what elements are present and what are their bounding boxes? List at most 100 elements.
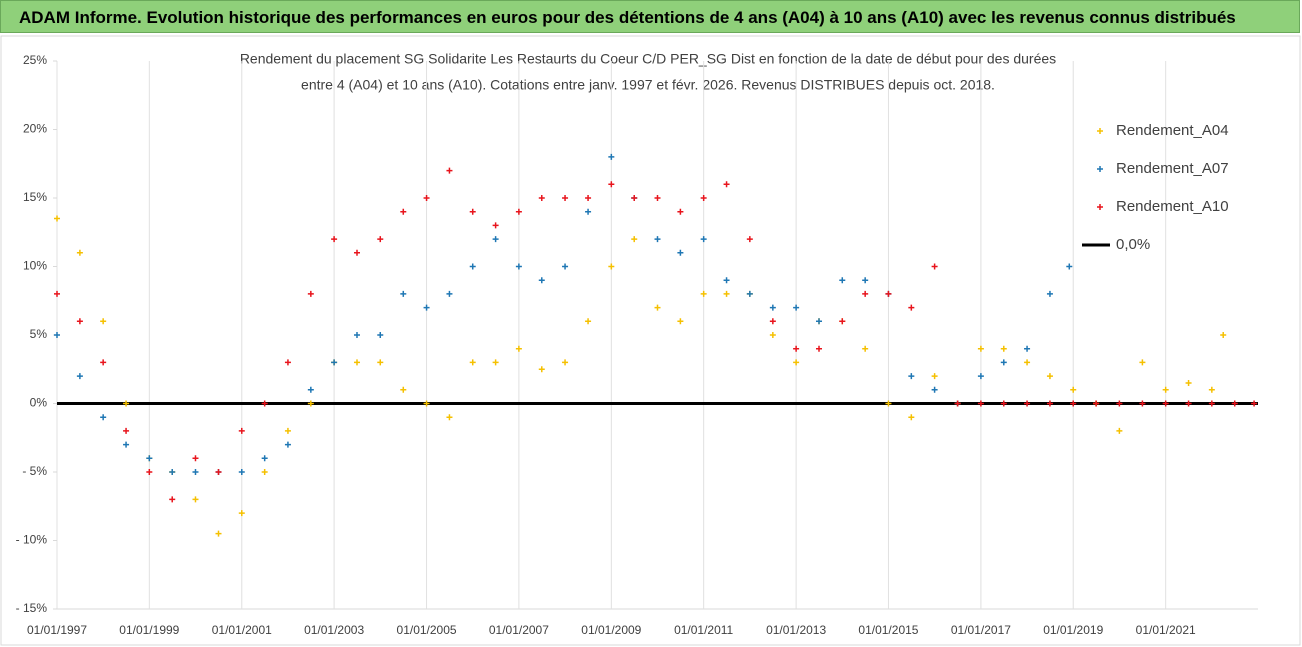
point (538, 195, 545, 201)
point (1093, 400, 1100, 407)
point (54, 290, 60, 297)
y-tick-label: - 5% (22, 464, 47, 478)
point (261, 455, 268, 462)
point (169, 469, 176, 475)
point (307, 290, 314, 297)
x-tick-label: 01/01/2003 (304, 623, 364, 637)
point (469, 208, 476, 215)
point (700, 290, 707, 297)
point (1251, 400, 1258, 407)
legend-label: Rendement_A04 (1116, 122, 1229, 139)
y-tick-label: - 15% (16, 601, 48, 615)
y-tick-label: 25% (23, 53, 47, 67)
y-tick-label: 15% (23, 190, 47, 204)
point (492, 359, 499, 366)
point (862, 277, 869, 284)
point (1070, 386, 1077, 393)
point (215, 469, 222, 475)
point (816, 345, 823, 352)
point (654, 236, 661, 243)
point (977, 345, 984, 352)
x-tick-label: 01/01/2015 (858, 623, 918, 637)
point (123, 441, 130, 448)
point (585, 195, 592, 201)
point (446, 414, 453, 421)
point (538, 277, 545, 284)
point (353, 249, 360, 256)
legend-label: Rendement_A10 (1116, 198, 1229, 215)
y-tick-label: 5% (30, 327, 48, 341)
point (1000, 359, 1007, 366)
point (769, 332, 776, 338)
legend-label: Rendement_A07 (1116, 160, 1229, 177)
point (1185, 379, 1192, 386)
point (839, 277, 846, 284)
point (931, 263, 938, 270)
point (123, 400, 130, 407)
point (215, 530, 222, 537)
point (261, 469, 268, 475)
point (562, 195, 569, 201)
point (307, 400, 314, 407)
point (977, 400, 984, 407)
point (1000, 400, 1007, 407)
point (562, 359, 569, 366)
point (1231, 400, 1238, 407)
point (885, 290, 892, 297)
point (954, 400, 961, 407)
point (423, 304, 430, 311)
x-tick-label: 01/01/2009 (581, 623, 641, 637)
point (1220, 332, 1227, 338)
point (746, 290, 753, 297)
point (123, 427, 130, 434)
x-tick-label: 01/01/2005 (397, 623, 457, 637)
point (700, 195, 707, 201)
point (608, 263, 615, 270)
point (515, 345, 522, 352)
point (76, 318, 83, 325)
point (400, 290, 407, 297)
point (284, 441, 291, 448)
y-tick-label: 0% (30, 396, 48, 410)
point (723, 290, 730, 297)
y-tick-label: 20% (23, 122, 47, 136)
point (1024, 345, 1031, 352)
point (631, 236, 638, 243)
point (261, 400, 268, 407)
point (908, 414, 915, 421)
point (307, 386, 314, 393)
point (100, 318, 107, 325)
point (931, 373, 938, 380)
point (169, 496, 176, 503)
x-tick-label: 01/01/1999 (119, 623, 179, 637)
point (1116, 400, 1123, 407)
point (1139, 359, 1146, 366)
point (585, 318, 592, 325)
point (192, 455, 199, 462)
point (885, 400, 892, 407)
point (469, 263, 476, 270)
point (331, 236, 338, 243)
point (515, 263, 522, 270)
point (238, 427, 245, 434)
point (608, 153, 615, 160)
point (400, 386, 407, 393)
point (377, 359, 384, 366)
point (793, 359, 800, 366)
point (353, 332, 360, 338)
point (538, 366, 545, 373)
point (100, 359, 107, 366)
legend-marker (1097, 166, 1103, 172)
point (100, 414, 107, 421)
point (1116, 427, 1123, 434)
point (1000, 345, 1007, 352)
y-tick-label: 10% (23, 259, 47, 273)
point (1185, 400, 1192, 407)
point (1046, 373, 1053, 380)
chart-title: entre 4 (A04) et 10 ans (A10). Cotations… (301, 77, 995, 93)
point (192, 496, 199, 503)
legend-marker (1097, 128, 1103, 134)
point (723, 181, 730, 188)
point (862, 345, 869, 352)
point (238, 510, 245, 517)
